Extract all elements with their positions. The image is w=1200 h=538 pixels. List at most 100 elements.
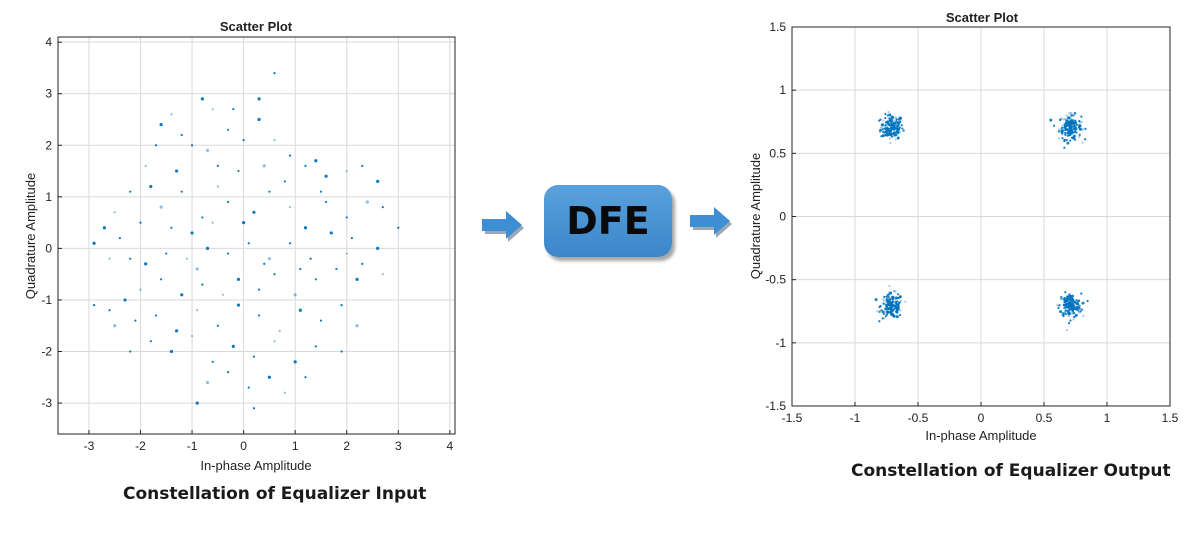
output-data-point — [1065, 305, 1068, 309]
output-data-point — [1070, 305, 1073, 308]
input-data-point — [288, 242, 292, 245]
output-data-point — [884, 116, 887, 120]
output-data-point — [886, 300, 889, 303]
output-data-point — [883, 302, 886, 306]
output-data-point — [1070, 294, 1073, 298]
input-data-point — [180, 293, 184, 297]
output-data-point — [1063, 300, 1067, 303]
output-data-point — [1065, 299, 1069, 303]
output-data-point — [1064, 128, 1067, 131]
output-data-point — [880, 123, 884, 127]
output-data-point — [1061, 124, 1064, 127]
input-data-point — [350, 236, 353, 240]
input-data-point — [273, 340, 276, 343]
output-data-point — [897, 306, 901, 309]
output-data-point — [897, 124, 900, 128]
output-data-point — [899, 296, 902, 299]
output-data-point — [885, 311, 889, 314]
output-data-point — [1062, 314, 1065, 317]
output-data-point — [1062, 303, 1065, 306]
input-data-point — [165, 252, 168, 255]
input-data-point — [257, 288, 261, 291]
input-data-point — [293, 293, 297, 297]
input-data-point — [268, 190, 271, 193]
output-data-point — [874, 298, 878, 302]
output-data-point — [885, 295, 888, 299]
output-data-point — [1072, 315, 1076, 318]
input-data-point — [236, 303, 241, 307]
output-data-point — [1068, 293, 1071, 296]
output-data-point — [883, 317, 886, 320]
output-data-point — [881, 127, 884, 130]
output-data-point — [878, 119, 881, 122]
output-data-point — [1071, 296, 1074, 299]
input-data-point — [232, 108, 235, 111]
input-data-point — [381, 273, 384, 276]
input-data-point — [174, 169, 179, 173]
input-data-point — [298, 308, 302, 312]
output-data-point — [1078, 120, 1082, 124]
input-data-point — [283, 180, 286, 183]
output-data-point — [898, 130, 902, 133]
output-data-point — [895, 296, 898, 299]
output-ytick-label: -1.5 — [765, 399, 786, 413]
output-data-point — [893, 134, 896, 137]
input-data-point — [252, 355, 256, 358]
output-data-point — [1074, 134, 1077, 138]
input-data-point — [288, 154, 292, 157]
output-data-point — [883, 299, 886, 302]
output-data-point — [892, 307, 896, 311]
input-data-point — [227, 371, 230, 374]
output-data-point — [1069, 119, 1073, 123]
output-data-point — [1073, 301, 1076, 304]
output-data-point — [1084, 127, 1087, 130]
output-data-point — [886, 300, 889, 304]
output-data-point — [1071, 128, 1074, 131]
input-plot-axes-box — [57, 36, 456, 435]
output-data-point — [891, 136, 894, 139]
output-data-point — [1074, 127, 1078, 130]
output-data-point — [894, 300, 897, 303]
output-xtick-label: -1 — [850, 411, 861, 425]
input-ytick-label: 3 — [45, 87, 52, 101]
input-data-point — [144, 262, 148, 266]
output-data-point — [1075, 131, 1078, 134]
output-data-point — [1073, 133, 1076, 136]
input-ytick-label: 0 — [45, 241, 52, 255]
input-data-point — [355, 324, 359, 328]
input-data-point — [211, 221, 214, 224]
input-data-point — [319, 319, 323, 322]
output-data-point — [895, 310, 899, 314]
output-data-point — [886, 303, 890, 306]
input-plot-ylabel: Quadrature Amplitude — [23, 173, 38, 299]
output-data-point — [1063, 306, 1066, 310]
input-data-point — [335, 267, 338, 271]
output-data-point — [1063, 138, 1066, 142]
output-data-point — [901, 127, 904, 130]
output-data-point — [886, 299, 890, 303]
output-data-point — [898, 296, 901, 299]
output-plot-title: Scatter Plot — [946, 10, 1019, 25]
input-data-point — [205, 380, 210, 385]
output-data-point — [886, 310, 890, 314]
dfe-label: DFE — [566, 199, 650, 243]
input-data-point — [267, 375, 271, 379]
output-data-point — [885, 301, 889, 304]
output-data-point — [1069, 298, 1072, 301]
output-data-point — [1064, 309, 1067, 312]
output-data-point — [1060, 133, 1064, 136]
output-data-point — [900, 124, 903, 127]
output-data-point — [888, 137, 892, 140]
output-data-point — [1069, 121, 1073, 125]
output-data-point — [879, 126, 882, 129]
output-data-point — [1073, 122, 1076, 125]
output-data-point — [1066, 128, 1069, 131]
output-data-point — [1061, 137, 1064, 140]
output-xtick-label: -1.5 — [782, 411, 803, 425]
output-data-point — [893, 289, 897, 293]
output-data-point — [888, 300, 892, 303]
output-data-point — [886, 293, 889, 297]
input-data-point — [299, 267, 302, 271]
input-data-point — [221, 293, 225, 296]
output-data-point — [892, 131, 896, 135]
